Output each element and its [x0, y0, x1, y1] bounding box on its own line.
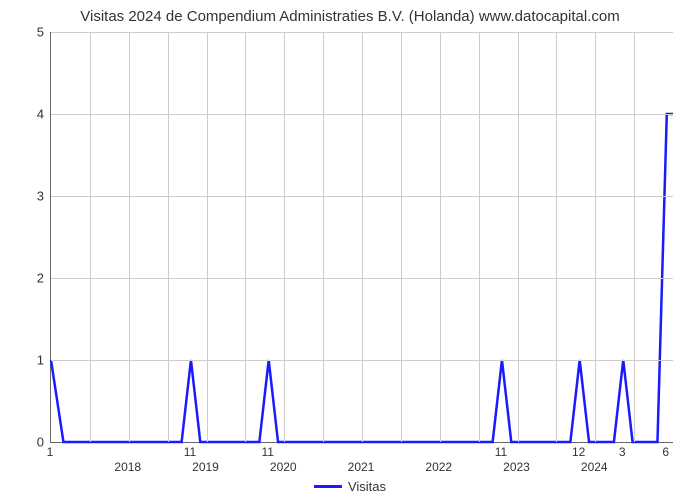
grid-line-v — [556, 32, 557, 442]
x-year-label: 2023 — [503, 460, 530, 474]
grid-line-v — [129, 32, 130, 442]
x-spike-label: 6 — [662, 445, 669, 459]
x-year-label: 2022 — [425, 460, 452, 474]
y-tick-label: 3 — [24, 189, 44, 204]
x-year-label: 2024 — [581, 460, 608, 474]
grid-line-v — [207, 32, 208, 442]
x-year-label: 2020 — [270, 460, 297, 474]
x-year-label: 2019 — [192, 460, 219, 474]
x-spike-label: 11 — [261, 445, 273, 459]
x-spike-label: 11 — [184, 445, 196, 459]
grid-line-v — [518, 32, 519, 442]
grid-line-v — [634, 32, 635, 442]
grid-line-v — [440, 32, 441, 442]
grid-line-v — [401, 32, 402, 442]
x-spike-label: 1 — [47, 445, 54, 459]
y-tick-label: 1 — [24, 353, 44, 368]
legend-label: Visitas — [348, 479, 386, 494]
chart-container: Visitas 2024 de Compendium Administratie… — [0, 0, 700, 500]
grid-line-v — [90, 32, 91, 442]
legend-swatch — [314, 485, 342, 488]
x-year-label: 2021 — [348, 460, 375, 474]
y-tick-label: 0 — [24, 435, 44, 450]
x-spike-label: 12 — [572, 445, 585, 459]
grid-line-v — [168, 32, 169, 442]
x-spike-label: 11 — [495, 445, 507, 459]
x-year-label: 2018 — [114, 460, 141, 474]
chart-title: Visitas 2024 de Compendium Administratie… — [0, 0, 700, 29]
y-tick-label: 2 — [24, 271, 44, 286]
plot-area — [50, 32, 673, 443]
x-spike-label: 3 — [619, 445, 626, 459]
legend: Visitas — [314, 479, 386, 494]
y-tick-label: 5 — [24, 25, 44, 40]
grid-line-v — [323, 32, 324, 442]
grid-line-v — [245, 32, 246, 442]
y-tick-label: 4 — [24, 107, 44, 122]
grid-line-v — [362, 32, 363, 442]
grid-line-v — [284, 32, 285, 442]
grid-line-v — [479, 32, 480, 442]
grid-line-v — [595, 32, 596, 442]
